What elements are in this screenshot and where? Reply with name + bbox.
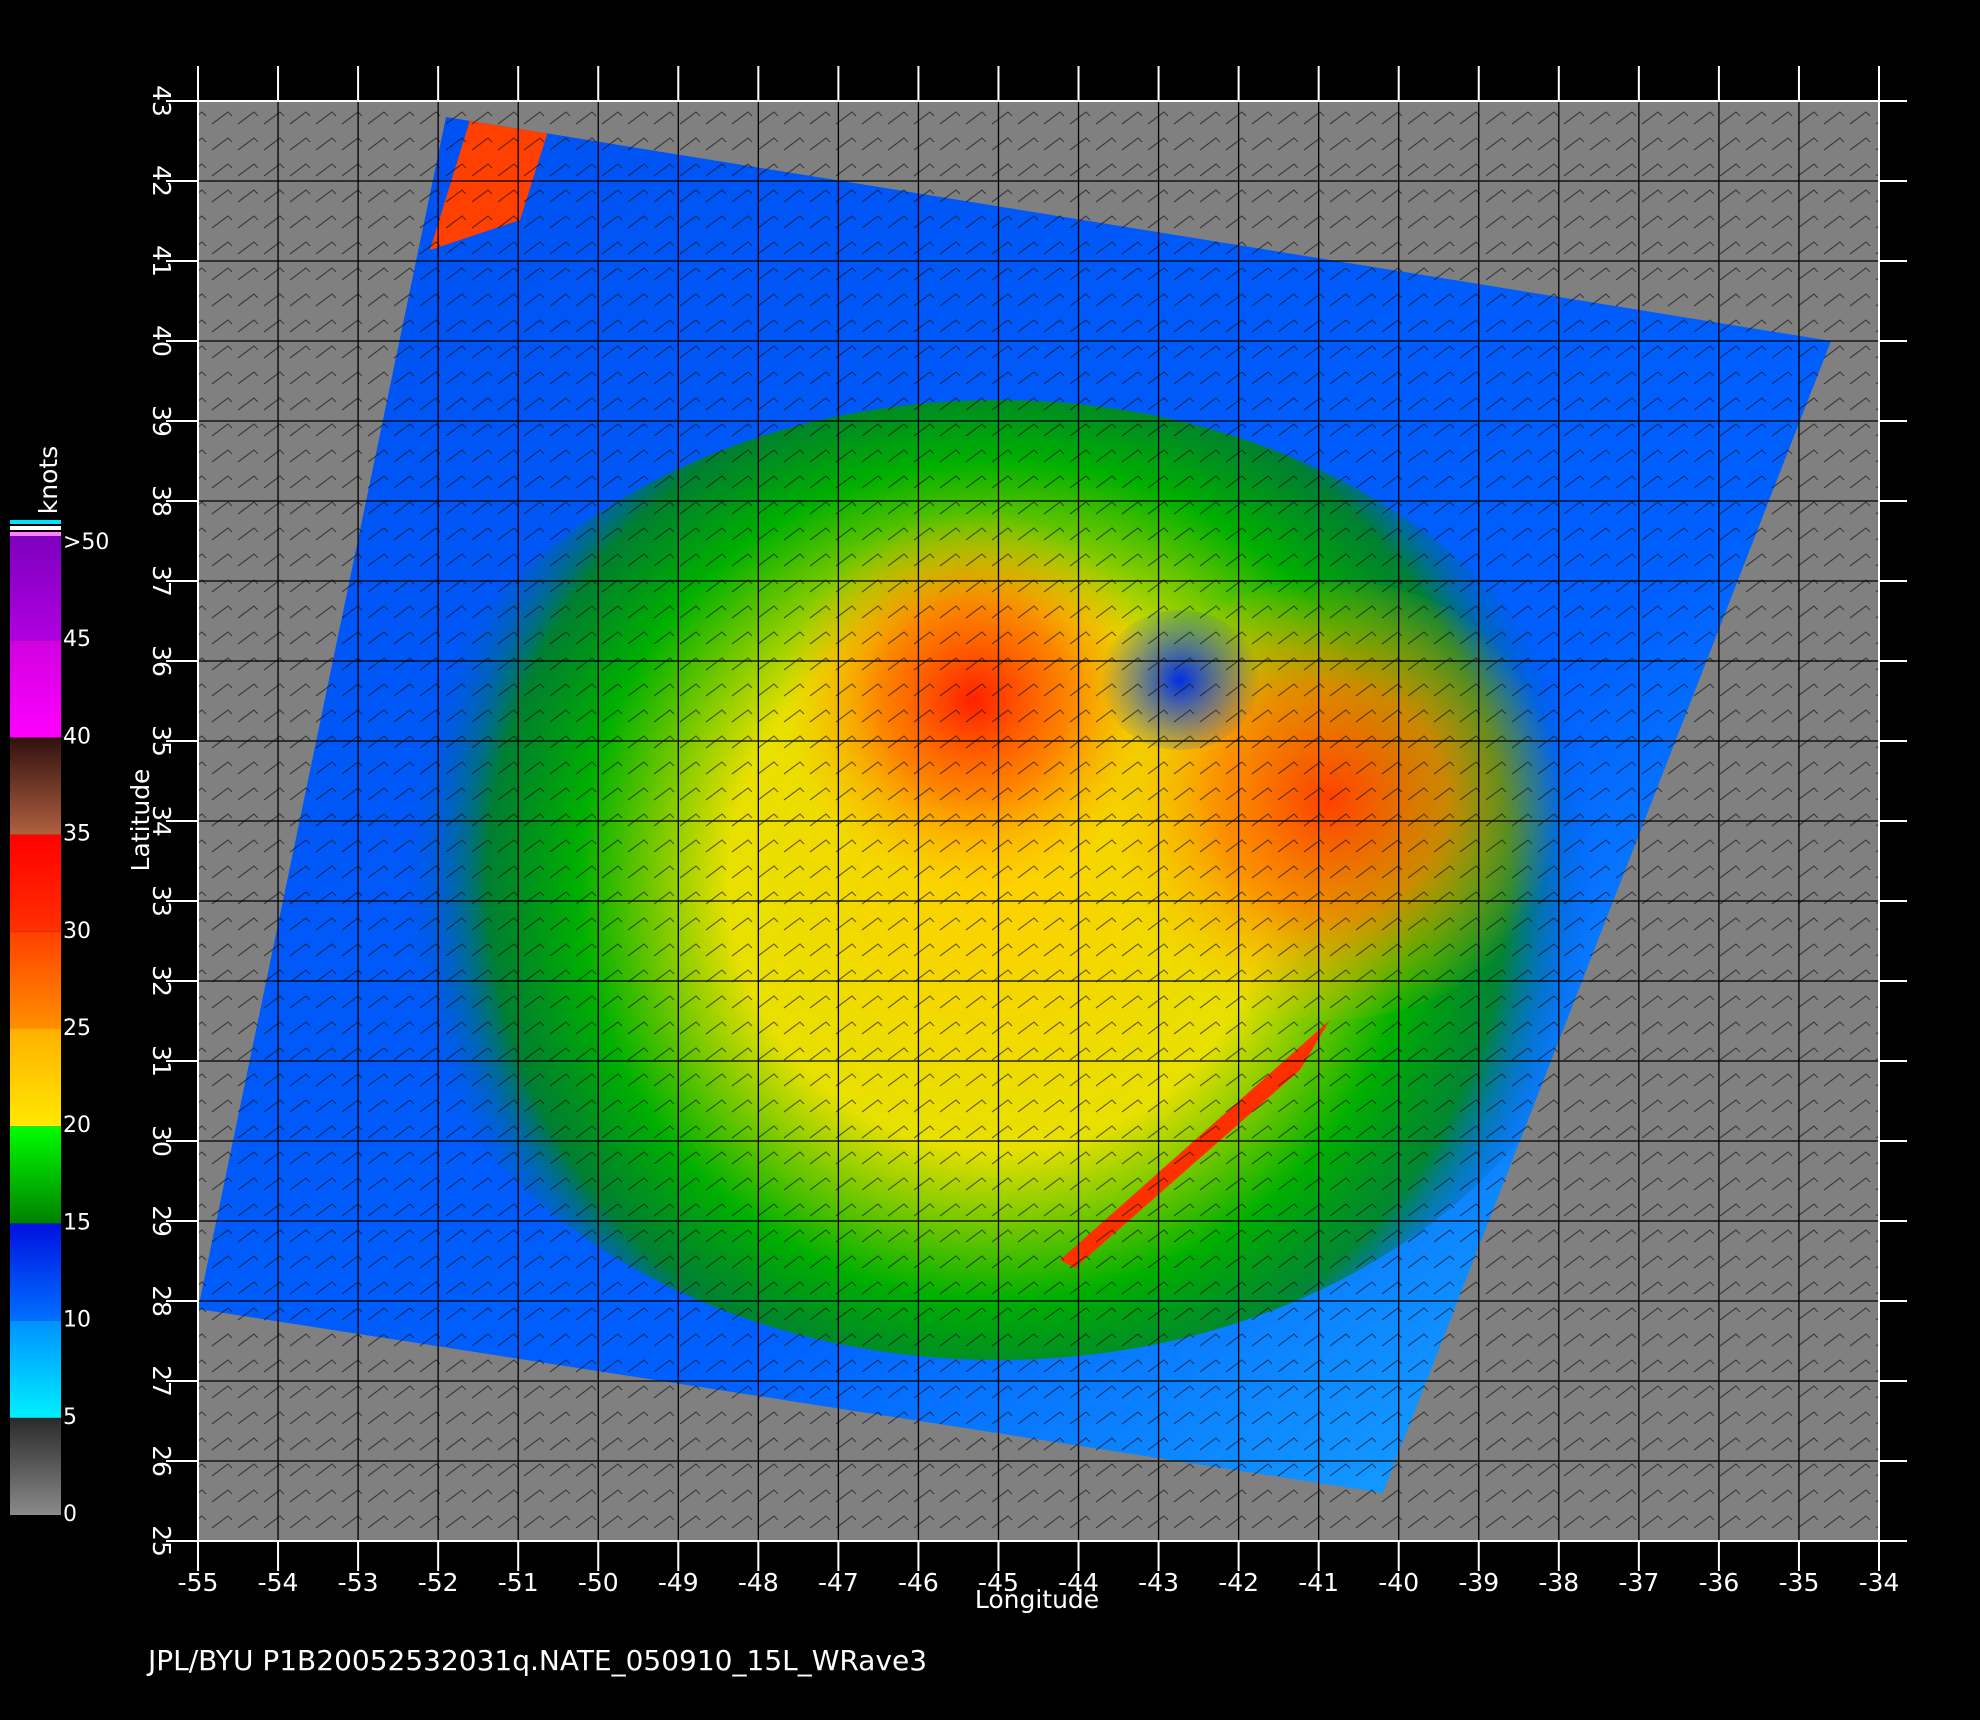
colorbar-tick-label: 30 [63,919,91,944]
x-tick-label: -47 [818,1568,859,1597]
y-tick-label: 37 [147,565,176,597]
y-tick-label: 36 [147,645,176,677]
x-tick-label: -43 [1138,1568,1179,1597]
y-axis-label: Latitude [126,769,155,872]
x-tick-label: -37 [1618,1568,1659,1597]
y-tick-label: 43 [147,85,176,117]
y-tick-label: 31 [147,1045,176,1077]
x-tick-label: -53 [338,1568,379,1597]
colorbar-tick-label: 20 [63,1113,91,1138]
colorbar-extension [10,536,61,543]
x-tick-label: -40 [1378,1568,1419,1597]
x-tick-label: -46 [898,1568,939,1597]
x-tick-label: -35 [1779,1568,1820,1597]
colorbar-cap [10,532,61,536]
colorbar-segment [10,1320,61,1418]
footer: JPL/BYU P1B20052532031q.NATE_050910_15L_… [146,1644,927,1677]
y-tick-label: 30 [147,1125,176,1157]
colorbar-title: knots [34,446,63,514]
y-tick-label: 27 [147,1365,176,1397]
x-tick-label: -42 [1218,1568,1259,1597]
colorbar-segment [10,737,61,835]
x-tick-label: -45 [978,1568,1019,1597]
colorbar-tick-label: 35 [63,822,91,847]
colorbar-tick-label: 40 [63,724,91,749]
y-tick-label: 41 [147,245,176,277]
colorbar-cap [10,520,61,524]
y-tick-label: 33 [147,885,176,917]
x-tick-label: -34 [1859,1568,1900,1597]
colorbar-segment [10,1029,61,1127]
y-tick-label: 38 [147,485,176,517]
colorbar-segment [10,1126,61,1224]
y-tick-label: 25 [147,1525,176,1557]
colorbar-segment [10,834,61,932]
colorbar-cap [10,526,61,530]
colorbar-tick-label: 10 [63,1308,91,1333]
x-tick-label: -48 [738,1568,779,1597]
x-axis-label: Longitude [975,1585,1099,1614]
x-tick-label: -49 [658,1568,699,1597]
colorbar-tick-label: 15 [63,1210,91,1235]
colorbar-tick-label: >50 [63,530,109,555]
y-tick-label: 28 [147,1285,176,1317]
colorbar-tick-label: 0 [63,1502,77,1527]
colorbar-segment [10,931,61,1029]
colorbar-tick-label: 45 [63,627,91,652]
x-tick-label: -51 [498,1568,539,1597]
x-tick-label: -55 [178,1568,219,1597]
x-tick-label: -50 [578,1568,619,1597]
y-tick-label: 40 [147,325,176,357]
colorbar-segment [10,1223,61,1321]
y-tick-label: 42 [147,165,176,197]
y-tick-label: 29 [147,1205,176,1237]
x-tick-label: -39 [1458,1568,1499,1597]
colorbar-segment [10,543,61,641]
plot-frame [197,100,1880,1542]
y-tick-label: 34 [147,805,176,837]
y-tick-label: 39 [147,405,176,437]
colorbar-tick-label: 5 [63,1405,77,1430]
x-tick-label: -44 [1058,1568,1099,1597]
x-tick-label: -41 [1298,1568,1339,1597]
colorbar-tick-label: 25 [63,1016,91,1041]
x-tick-label: -54 [258,1568,299,1597]
y-tick-label: 26 [147,1445,176,1477]
colorbar-segment [10,640,61,738]
colorbar-segment [10,1417,61,1515]
x-tick-label: -38 [1538,1568,1579,1597]
y-tick-label: 32 [147,965,176,997]
x-tick-label: -36 [1698,1568,1739,1597]
x-tick-label: -52 [418,1568,459,1597]
y-tick-label: 35 [147,725,176,757]
